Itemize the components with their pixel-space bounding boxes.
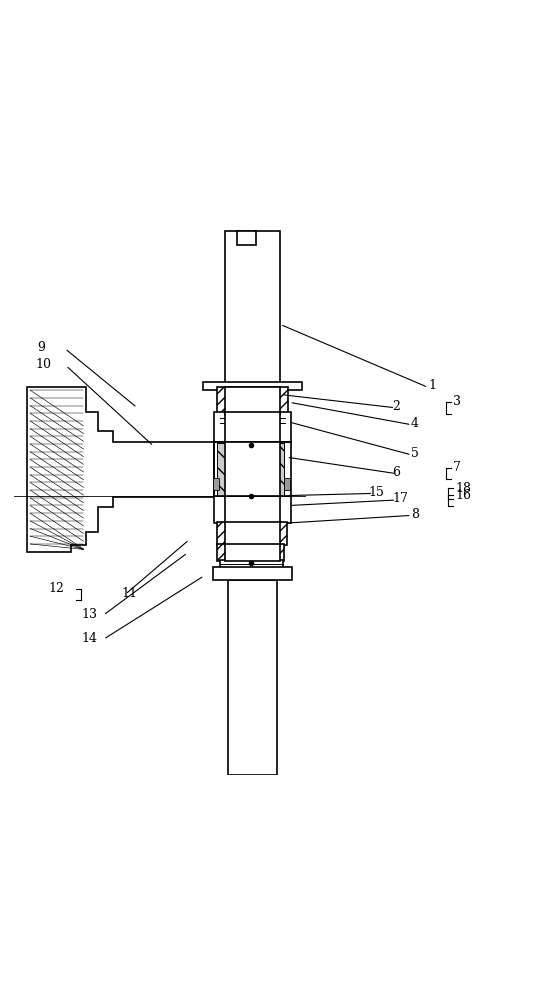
Bar	[213, 478, 219, 490]
Bar	[225, 387, 280, 415]
Bar	[217, 522, 287, 545]
Text: 12: 12	[48, 582, 64, 595]
Bar	[213, 567, 292, 580]
Bar	[284, 478, 290, 490]
Text: 14: 14	[81, 632, 97, 645]
Bar	[228, 580, 277, 774]
Text: 15: 15	[369, 486, 385, 499]
Text: 13: 13	[81, 608, 97, 621]
Bar	[260, 544, 284, 561]
Bar	[217, 443, 240, 496]
Text: 5: 5	[411, 447, 418, 460]
Text: 2: 2	[393, 400, 400, 413]
Text: 1: 1	[428, 379, 436, 392]
Text: 3: 3	[453, 395, 462, 408]
Bar	[217, 387, 288, 415]
Bar	[225, 412, 280, 442]
Bar	[237, 231, 256, 245]
Text: 9: 9	[37, 341, 45, 354]
Text: 10: 10	[36, 358, 52, 371]
Bar	[214, 442, 291, 497]
Bar	[214, 496, 291, 523]
Text: 16: 16	[455, 489, 471, 502]
Text: 6: 6	[393, 466, 401, 479]
Text: 7: 7	[453, 461, 461, 474]
Bar	[220, 560, 283, 568]
Bar	[225, 522, 280, 545]
Bar	[261, 443, 284, 496]
Bar	[225, 231, 280, 387]
Bar	[217, 544, 242, 561]
Text: 4: 4	[411, 417, 419, 430]
Text: 18: 18	[455, 482, 471, 495]
Text: 17: 17	[393, 492, 408, 505]
Polygon shape	[27, 387, 214, 552]
Text: 8: 8	[411, 508, 419, 521]
Bar	[214, 412, 291, 442]
Bar	[203, 382, 302, 390]
Text: 11: 11	[122, 587, 138, 600]
Bar	[225, 442, 280, 497]
Bar	[225, 496, 280, 523]
Bar	[225, 544, 280, 561]
